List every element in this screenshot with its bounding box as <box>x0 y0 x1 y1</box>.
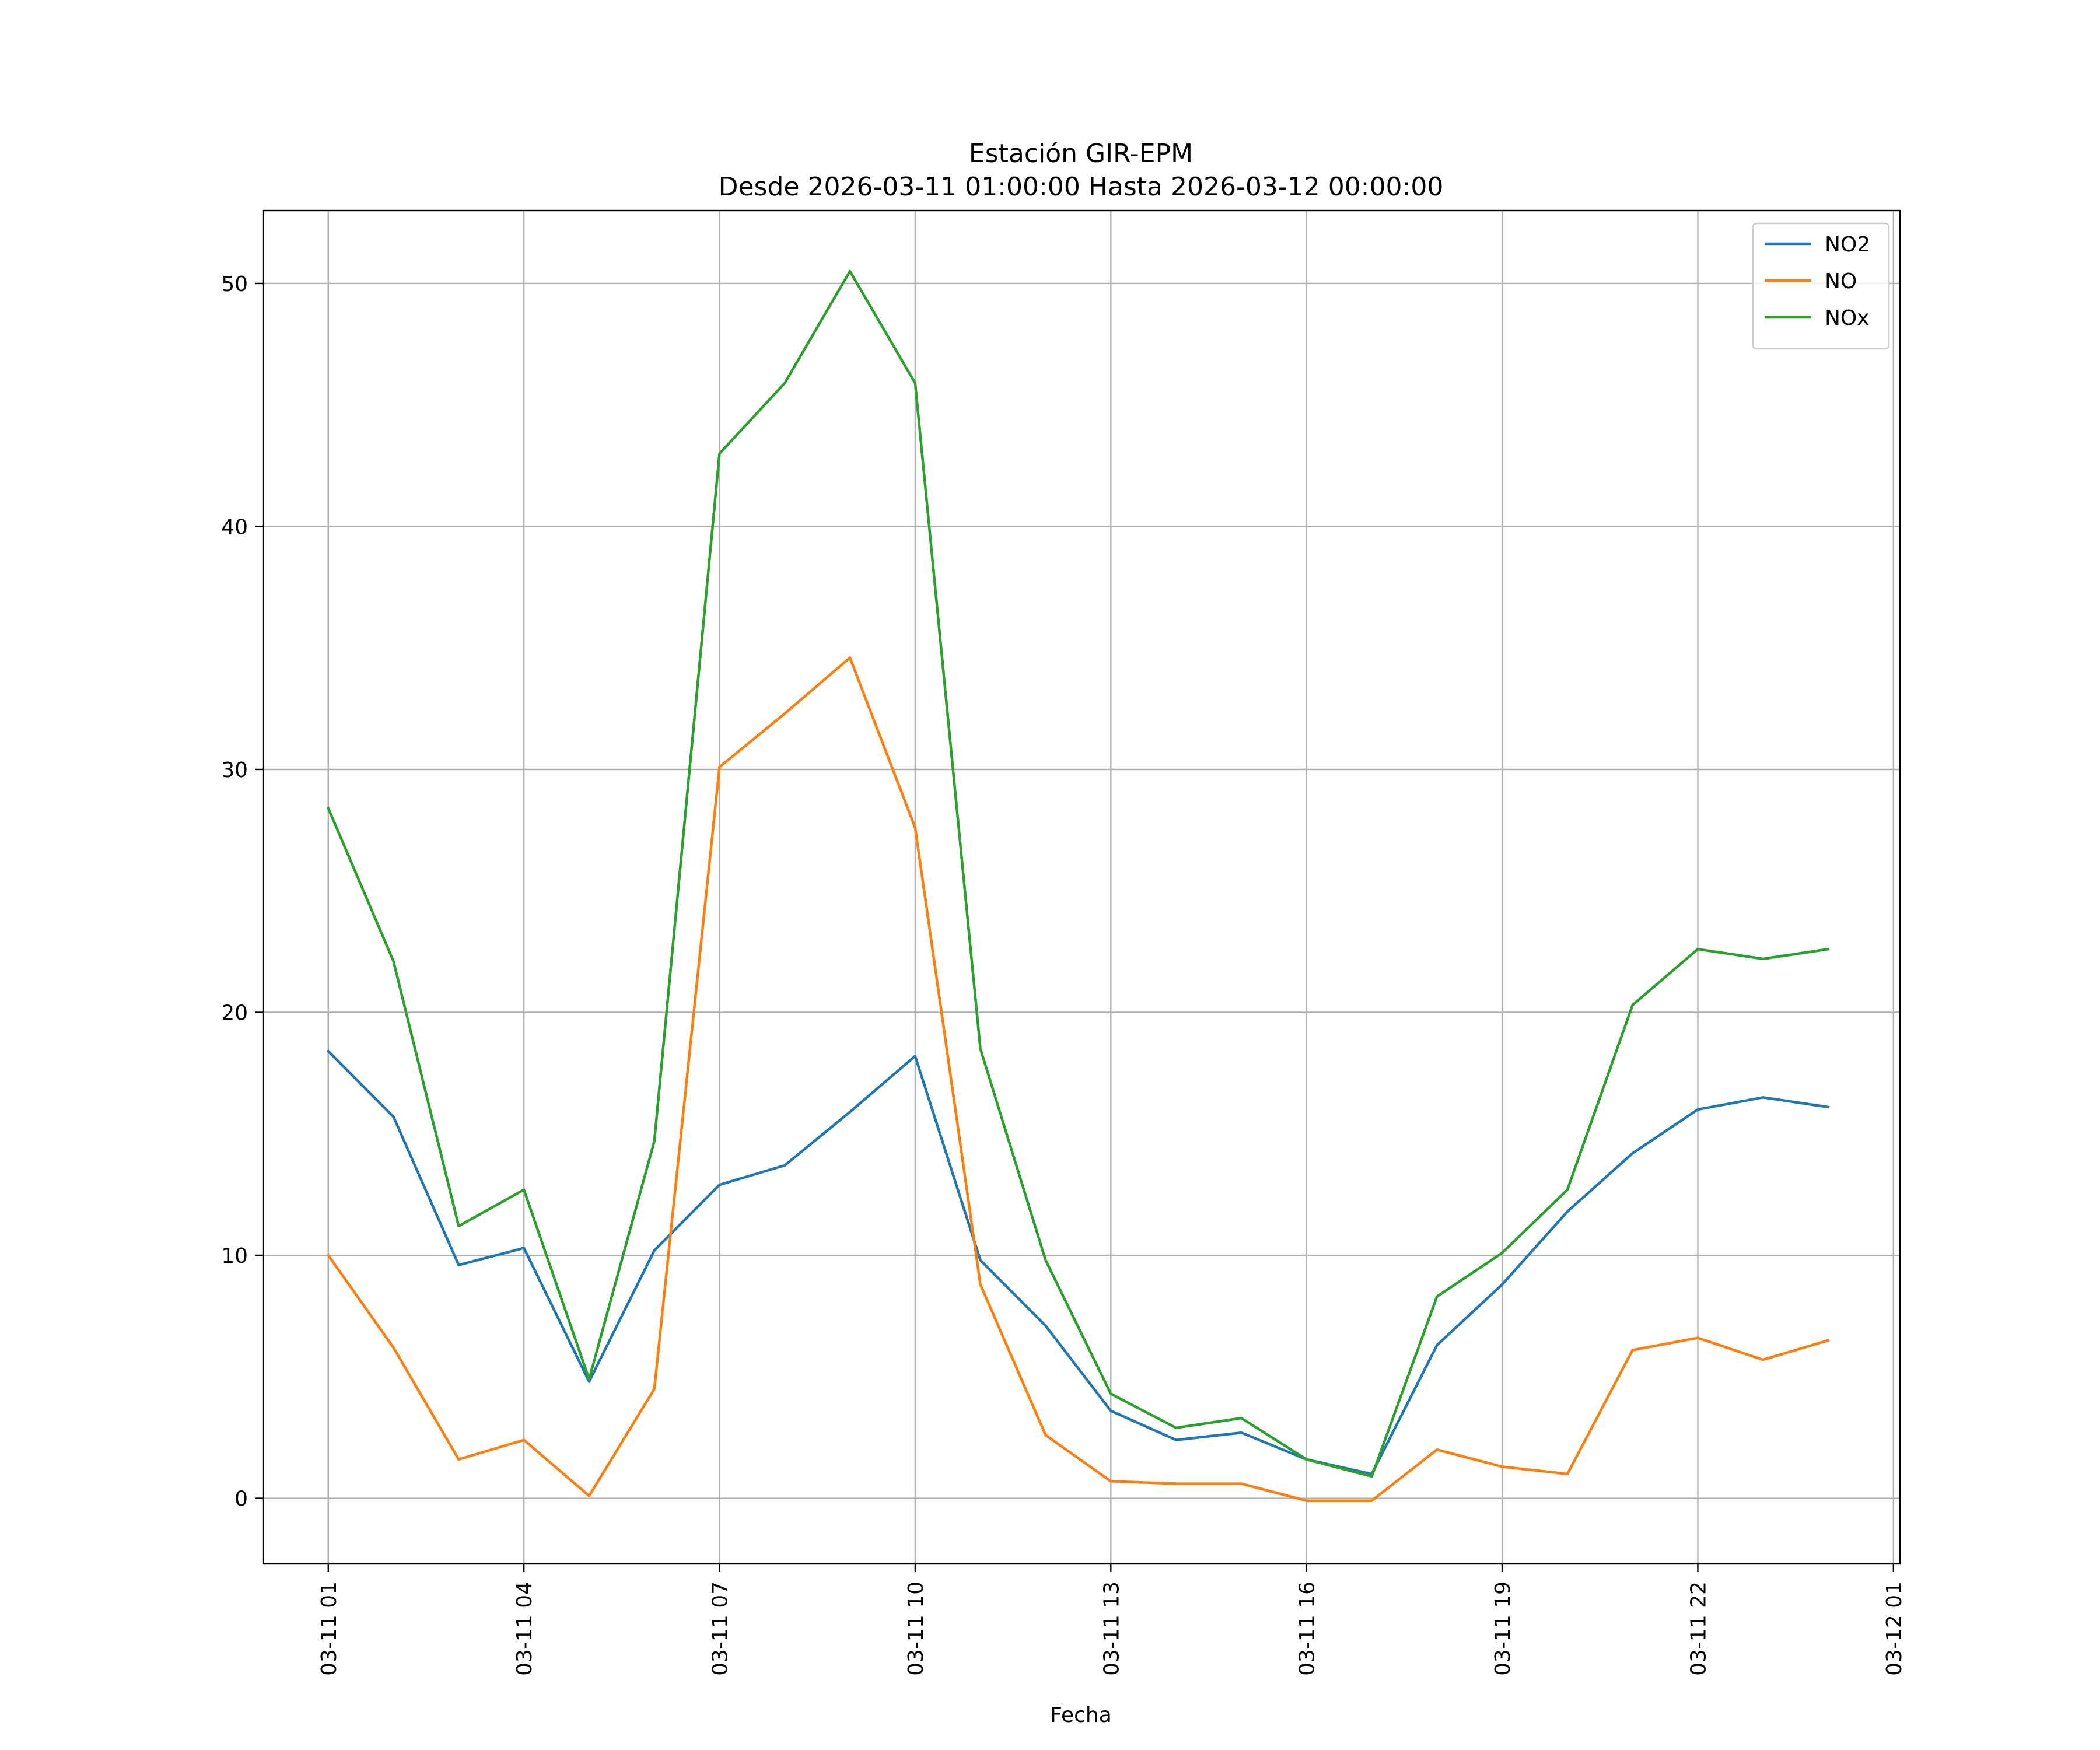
y-tick-label: 50 <box>221 272 248 296</box>
x-axis-label: Fecha <box>1050 1703 1112 1727</box>
series-line-nox <box>326 270 1830 1478</box>
chart-subtitle: Desde 2026-03-11 01:00:00 Hasta 2026-03-… <box>719 172 1444 202</box>
x-tick-label: 03-11 22 <box>1686 1581 1710 1676</box>
x-tick-label: 03-11 13 <box>1100 1581 1124 1676</box>
x-tick-label: 03-12 01 <box>1882 1581 1906 1676</box>
x-tick-label: 03-11 01 <box>317 1581 341 1676</box>
x-tick-label: 03-11 16 <box>1296 1581 1320 1676</box>
legend-label-no2: NO2 <box>1825 233 1870 257</box>
series-lines <box>326 270 1830 1502</box>
y-tick-label: 30 <box>221 758 248 782</box>
x-tick-label: 03-11 10 <box>904 1581 928 1676</box>
legend: NO2 NO NOx <box>1752 222 1890 350</box>
x-tick-label: 03-11 04 <box>513 1581 537 1676</box>
plot-frame <box>262 209 1901 1565</box>
series-line-no2 <box>326 1049 1830 1476</box>
y-tick-label: 20 <box>221 1002 248 1026</box>
legend-label-nox: NOx <box>1825 306 1870 330</box>
y-tick-label: 0 <box>235 1488 248 1511</box>
x-tick-label: 03-11 07 <box>709 1581 733 1676</box>
chart-title: Estación GIR-EPM <box>969 139 1193 169</box>
series-line-no <box>326 656 1830 1502</box>
y-tick-label: 40 <box>221 515 248 539</box>
axis-ticks: 03-11 01 03-11 04 03-11 07 03-11 10 03-11 13… <box>221 272 1906 1676</box>
grid <box>263 211 1900 1564</box>
x-tick-label: 03-11 19 <box>1491 1581 1515 1676</box>
y-tick-label: 10 <box>221 1244 248 1268</box>
legend-label-no: NO <box>1825 270 1857 293</box>
